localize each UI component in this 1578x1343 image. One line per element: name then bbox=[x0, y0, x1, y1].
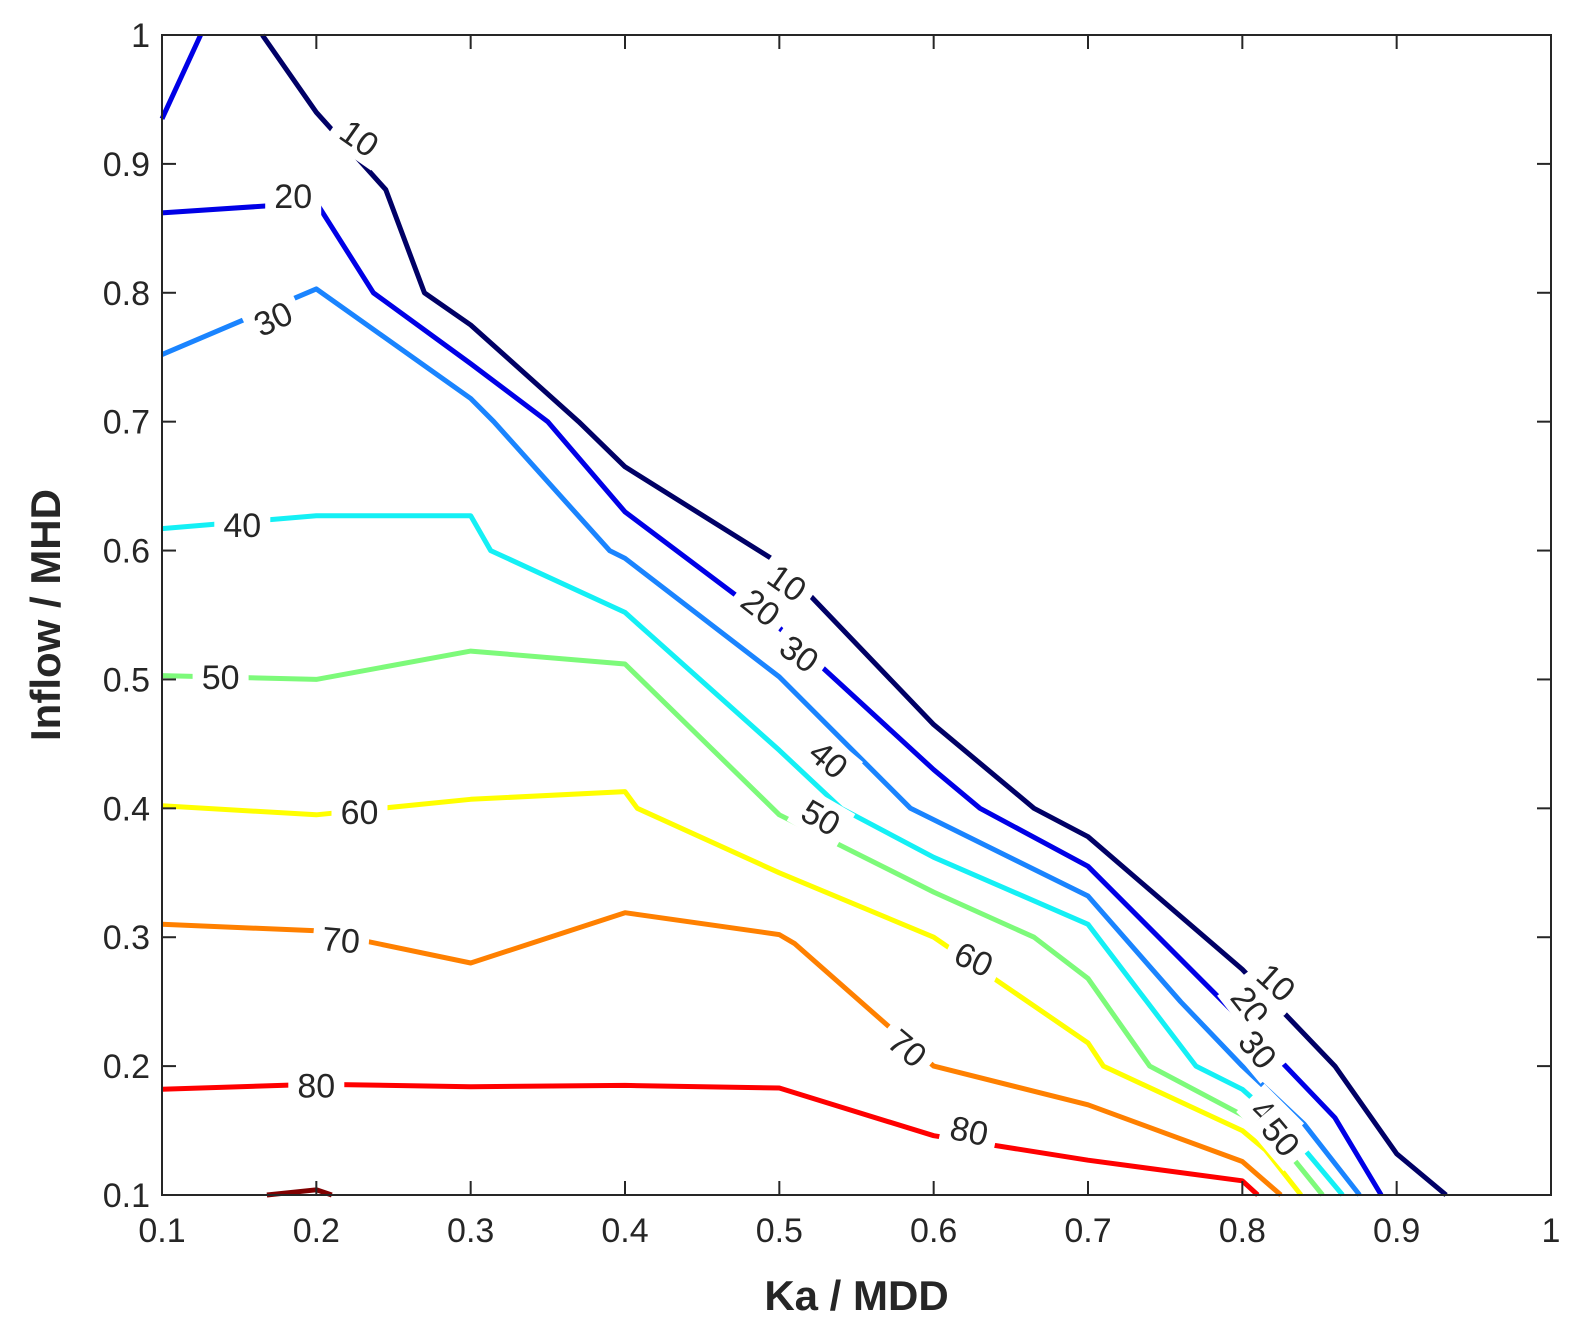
contour-label-20-1: 20 bbox=[265, 176, 322, 217]
x-tick-label-0: 0.1 bbox=[138, 1212, 185, 1250]
y-tick-label-3: 0.4 bbox=[103, 790, 150, 828]
y-tick-label-2: 0.3 bbox=[103, 919, 150, 957]
x-axis-title: Ka / MDD bbox=[764, 1272, 948, 1319]
contour-label-text: 80 bbox=[947, 1109, 992, 1154]
contour-line-80 bbox=[161, 1081, 1260, 1197]
x-tick-label-8: 0.9 bbox=[1373, 1212, 1420, 1250]
contour-label-gap bbox=[311, 917, 371, 963]
contour-line-30 bbox=[161, 286, 1362, 1197]
x-tick-label-5: 0.6 bbox=[910, 1212, 957, 1250]
y-tick-label-6: 0.7 bbox=[103, 404, 150, 442]
contour-label-gap bbox=[726, 574, 796, 641]
y-tick-label-1: 0.2 bbox=[103, 1048, 150, 1086]
contour-label-gap bbox=[937, 1105, 1001, 1156]
contour-label-gap bbox=[214, 504, 271, 545]
contour-label-text: 20 bbox=[274, 178, 312, 216]
x-tick-label-7: 0.8 bbox=[1219, 1212, 1266, 1250]
contour-label-70-6: 70 bbox=[311, 917, 371, 963]
contour-label-gap bbox=[752, 550, 822, 616]
y-tick-label-8: 0.9 bbox=[103, 146, 150, 184]
x-tick-label-9: 1 bbox=[1542, 1212, 1561, 1250]
contour-line-60 bbox=[161, 789, 1303, 1197]
x-tick-label-2: 0.3 bbox=[447, 1212, 494, 1250]
x-tick-label-3: 0.4 bbox=[601, 1212, 648, 1250]
contour-label-text: 70 bbox=[320, 920, 361, 961]
contour-label-text: 80 bbox=[297, 1067, 335, 1105]
contour-label-gap bbox=[1217, 971, 1284, 1040]
contour-label-40-11: 40 bbox=[794, 726, 864, 793]
x-tick-label-4: 0.5 bbox=[756, 1212, 803, 1250]
contour-label-gap bbox=[325, 105, 394, 171]
y-tick-label-7: 0.8 bbox=[103, 275, 150, 313]
contour-label-text: 40 bbox=[223, 507, 261, 545]
contour-label-gap bbox=[939, 929, 1008, 990]
contour-label-gap bbox=[1247, 1102, 1315, 1172]
plot-area bbox=[162, 35, 1551, 1195]
contour-label-gap bbox=[331, 792, 388, 833]
x-tick-label-6: 0.7 bbox=[1064, 1212, 1111, 1250]
contour-label-50-4: 50 bbox=[192, 656, 249, 697]
y-tick-label-0: 0.1 bbox=[103, 1177, 150, 1215]
contour-label-gap bbox=[1224, 1015, 1292, 1084]
y-tick-label-5: 0.6 bbox=[103, 533, 150, 571]
contour-line-20-part-1 bbox=[159, 33, 203, 120]
y-axis-title: Inflow / MHD bbox=[22, 489, 69, 741]
contour-label-60-5: 60 bbox=[331, 792, 388, 833]
contour-label-gap bbox=[192, 656, 249, 697]
contour-line-70 bbox=[161, 910, 1283, 1197]
contour-label-text: 60 bbox=[341, 794, 379, 832]
contour-label-gap bbox=[786, 786, 856, 849]
contour-label-gap bbox=[1242, 948, 1311, 1016]
contour-labels: 1020304050607080102030405060708010203040… bbox=[192, 105, 1315, 1172]
contour-label-gap bbox=[764, 621, 834, 687]
contour-label-text: 50 bbox=[202, 659, 240, 697]
contour-label-gap bbox=[239, 288, 307, 349]
y-tick-label-4: 0.5 bbox=[103, 661, 150, 699]
contour-label-60-13: 60 bbox=[939, 929, 1008, 990]
x-tick-label-1: 0.2 bbox=[293, 1212, 340, 1250]
contour-label-gap bbox=[794, 726, 864, 793]
contour-label-80-15: 80 bbox=[937, 1105, 1001, 1156]
contour-label-gap bbox=[288, 1065, 345, 1106]
contour-label-gap bbox=[873, 1014, 942, 1082]
contour-label-80-7: 80 bbox=[288, 1065, 345, 1106]
contour-label-gap bbox=[265, 176, 322, 217]
axis-ticks: 0.1 0.2 0.3 0.4 0.5 0.6 0.7 0.8 0.9 1 0.1 0.2 0.3 0.4… bbox=[103, 17, 1561, 1250]
contour-label-40-3: 40 bbox=[214, 504, 271, 545]
axes-box bbox=[161, 34, 1552, 1196]
y-tick-label-9: 1 bbox=[131, 17, 150, 55]
